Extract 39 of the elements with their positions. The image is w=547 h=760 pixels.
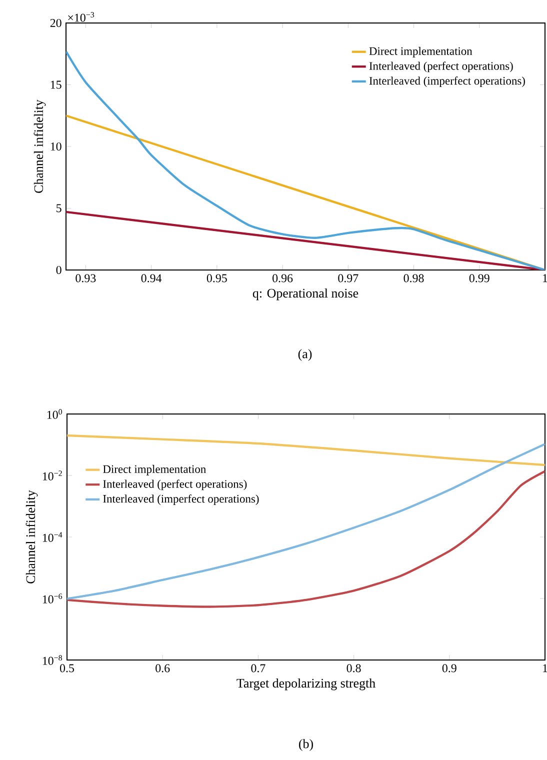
x-tick-label: 0.7 [251, 664, 266, 672]
y-tick-label: 5 [56, 204, 62, 212]
y-tick-label: 20 [50, 18, 62, 28]
x-tick-label: 0.8 [346, 664, 361, 672]
text: ×10$^{−3}$ [68, 12, 94, 22]
legend-label: Direct implementation [103, 464, 206, 476]
x-tick-label: 0.5 [60, 664, 74, 672]
x-tick-label: 1 [543, 274, 547, 282]
y-axis-title: Channel infidelity [26, 490, 38, 584]
x-tick-label: 0.96 [272, 274, 293, 282]
x-tick-label: 0.98 [404, 274, 424, 282]
x-tick-label: 0.94 [141, 274, 162, 282]
line-series [67, 443, 546, 600]
y-tick-label: 10$^{−6}$ [42, 594, 62, 604]
y-axis-title: Channel infidelity [34, 100, 46, 193]
legend-label: Interleaved (imperfect operations) [103, 494, 259, 505]
text: (b) [299, 739, 313, 751]
y-tick-label: 0 [56, 266, 62, 274]
x-tick-label: 0.93 [76, 274, 96, 282]
legend-label: Direct implementation [369, 46, 472, 58]
y-tick-label: 10$^{−2}$ [42, 470, 62, 480]
x-tick-label: 0.95 [206, 274, 227, 282]
legend-label: Interleaved (perfect operations) [369, 62, 513, 72]
legend-label: Interleaved (perfect operations) [103, 480, 247, 490]
x-tick-label: 1 [543, 664, 547, 672]
x-tick-label: 0.6 [156, 664, 170, 672]
x-axis-title: Target depolarizing stregth [236, 678, 376, 690]
line-series [67, 434, 546, 466]
y-tick-label: 10 [50, 142, 62, 151]
y-tick-label: 10$^{0}$ [47, 409, 62, 419]
y-tick-label: 10$^{−8}$ [42, 655, 62, 665]
legend-label: Interleaved (imperfect operations) [369, 76, 525, 88]
x-tick-label: 0.97 [338, 274, 358, 282]
y-tick-label: 10$^{−4}$ [42, 532, 62, 542]
x-tick-label: 0.99 [469, 274, 490, 282]
x-axis-title: q: Operational noise [252, 288, 358, 300]
text: (a) [298, 349, 312, 361]
x-tick-label: 0.9 [442, 664, 456, 672]
y-tick-label: 15 [50, 80, 62, 89]
